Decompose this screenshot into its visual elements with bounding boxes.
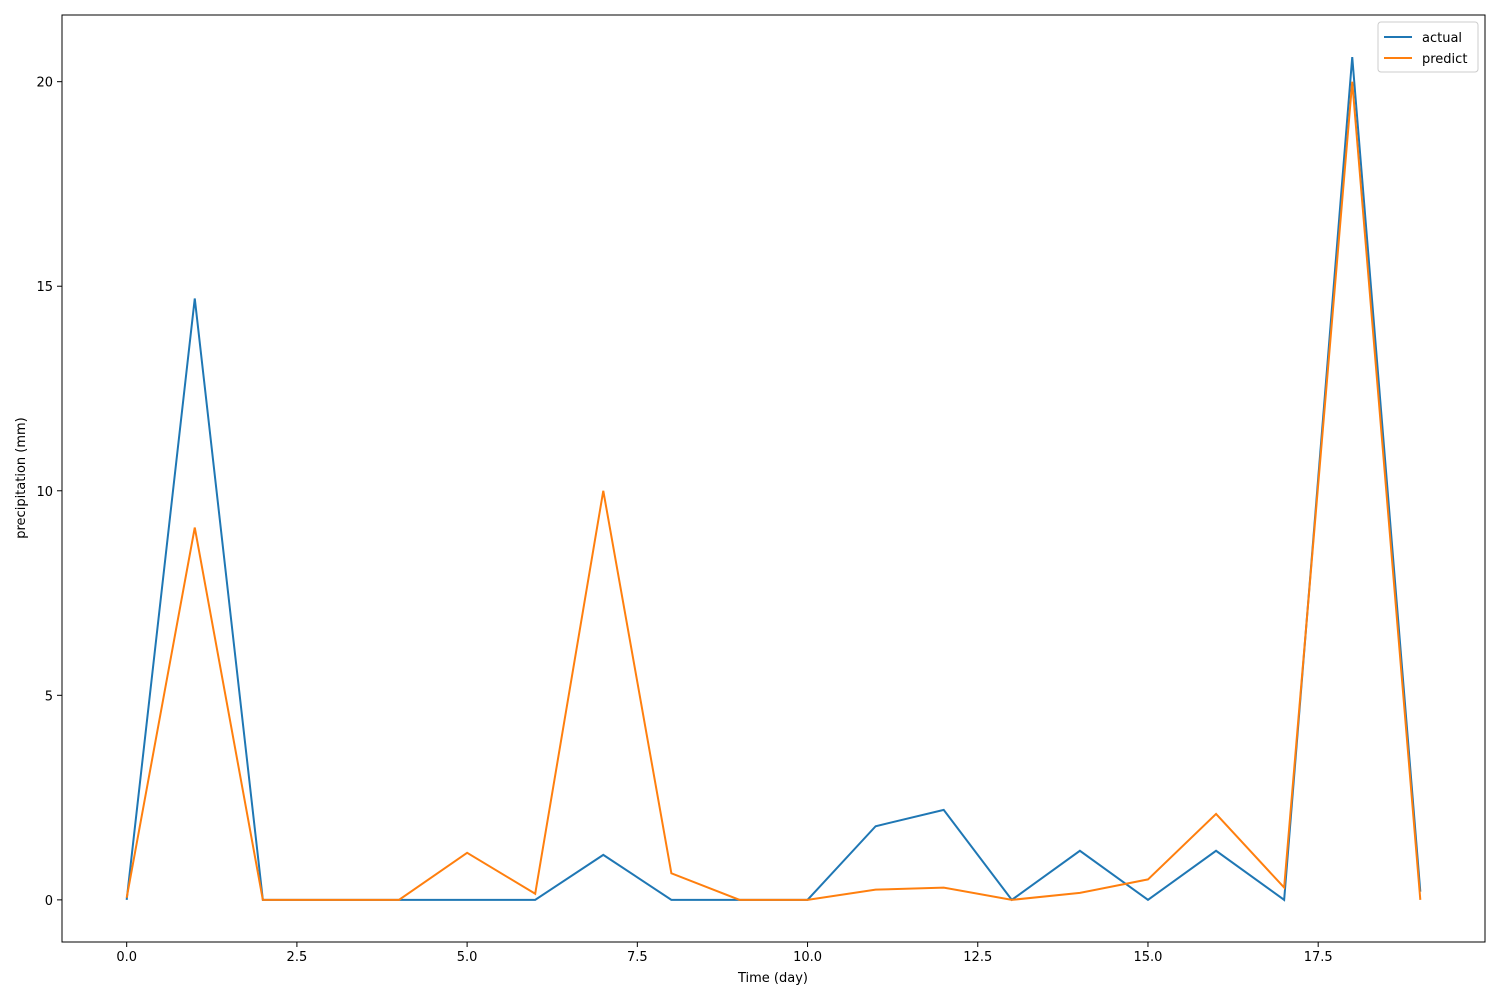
x-tick-label: 10.0 xyxy=(793,950,822,965)
x-tick-label: 12.5 xyxy=(963,950,992,965)
y-axis-label: precipitation (mm) xyxy=(14,417,29,539)
y-tick-label: 10 xyxy=(36,485,53,500)
x-tick-label: 2.5 xyxy=(287,950,308,965)
x-tick-label: 17.5 xyxy=(1304,950,1333,965)
x-tick-label: 15.0 xyxy=(1133,950,1162,965)
x-tick-label: 5.0 xyxy=(457,950,478,965)
y-tick-label: 5 xyxy=(45,689,53,704)
plot-frame xyxy=(61,14,1486,943)
y-tick-label: 20 xyxy=(36,76,53,91)
legend-label: actual xyxy=(1422,31,1462,46)
series-line xyxy=(125,57,1422,902)
x-tick-label: 7.5 xyxy=(627,950,648,965)
y-tick-label: 0 xyxy=(45,894,53,909)
x-tick-label: 0.0 xyxy=(116,950,137,965)
y-tick-label: 15 xyxy=(36,280,53,295)
x-axis-label: Time (day) xyxy=(737,971,808,986)
legend-label: predict xyxy=(1422,52,1467,67)
legend-box xyxy=(1377,21,1479,73)
series-line xyxy=(125,81,1422,901)
